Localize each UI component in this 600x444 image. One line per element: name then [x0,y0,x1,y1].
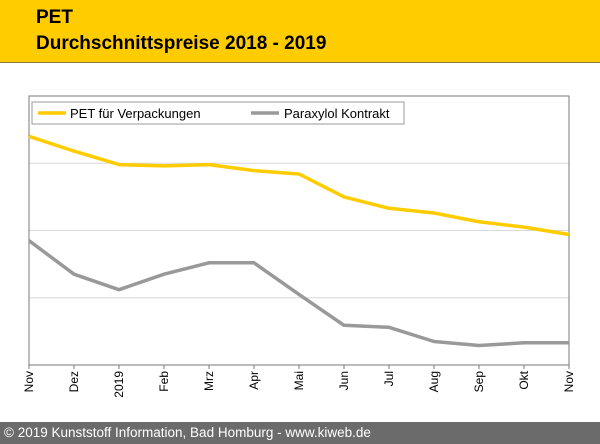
footer-bar: © 2019 Kunststoff Information, Bad Hombu… [0,422,600,444]
copyright-text: © 2019 Kunststoff Information, Bad Hombu… [4,425,371,440]
chart-header: PET Durchschnittspreise 2018 - 2019 [0,0,600,63]
x-tick-label: 2019 [112,371,126,398]
x-tick-label: Nov [22,371,36,392]
legend-label-1: PET für Verpackungen [70,106,201,121]
x-tick-label: Apr [247,371,261,390]
legend: PET für Verpackungen Paraxylol Kontrakt [31,101,405,125]
x-tick-label: Sep [472,371,486,393]
x-tick-labels: Nov Dez 2019 Feb Mrz Apr Mai Jun Jul Aug Sep Okt Nov [22,370,576,397]
x-tick-label: Feb [157,371,171,392]
series-line-1 [28,134,570,237]
x-tick-label: Aug [427,371,441,392]
axes [28,95,570,369]
x-tick-label: Dez [67,371,81,392]
x-tick-label: Mrz [202,371,216,391]
series-line-2 [27,239,569,348]
series-lines [27,134,570,348]
legend-label-2: Paraxylol Kontrakt [284,106,390,121]
gridlines [29,162,569,299]
chart-title: PET [36,7,73,28]
chart-subtitle: Durchschnittspreise 2018 - 2019 [36,33,327,54]
x-tick-label: Nov [562,371,576,392]
x-tick-label: Okt [517,370,531,389]
x-tick-label: Mai [292,371,306,390]
x-tick-label: Jun [337,371,351,390]
legend-box [31,101,405,125]
x-tick-label: Jul [382,371,396,386]
